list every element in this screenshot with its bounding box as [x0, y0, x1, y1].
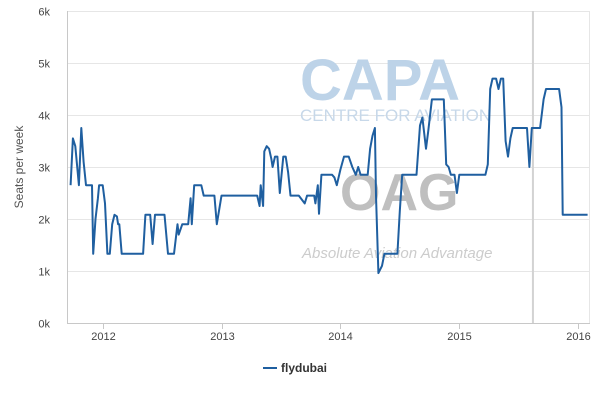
y-tick-label: 1k — [38, 267, 50, 279]
y-axis-label: Seats per week — [12, 125, 26, 209]
x-tick-label: 2014 — [328, 331, 352, 343]
y-tick-label: 3k — [38, 163, 50, 175]
legend-item-flydubai[interactable]: flydubai — [263, 361, 327, 375]
y-tick-label: 6k — [38, 7, 50, 19]
watermark: CAPA CENTRE FOR AVIATION OAG Absolute Av… — [300, 48, 492, 262]
series-line-flydubai — [69, 77, 588, 275]
y-tick-label: 5k — [38, 59, 50, 71]
y-tick-label: 0k — [38, 319, 50, 331]
y-tick-label: 2k — [38, 215, 50, 227]
capa-subtitle-text: CENTRE FOR AVIATION — [300, 106, 491, 125]
legend[interactable]: flydubai — [263, 361, 327, 375]
legend-label: flydubai — [281, 361, 327, 375]
series-group — [69, 77, 588, 275]
axes — [67, 11, 590, 324]
capa-logo-text: CAPA — [300, 48, 460, 113]
y-axis-ticks: 0k 1k 2k 3k 4k 5k 6k — [38, 7, 50, 331]
x-tick-label: 2015 — [447, 331, 471, 343]
x-tick-label: 2013 — [210, 331, 234, 343]
x-axis-ticks: 2012 2013 2014 2015 2016 — [91, 323, 591, 343]
x-tick-label: 2012 — [91, 331, 115, 343]
x-tick-label: 2016 — [566, 331, 590, 343]
y-tick-label: 4k — [38, 111, 50, 123]
